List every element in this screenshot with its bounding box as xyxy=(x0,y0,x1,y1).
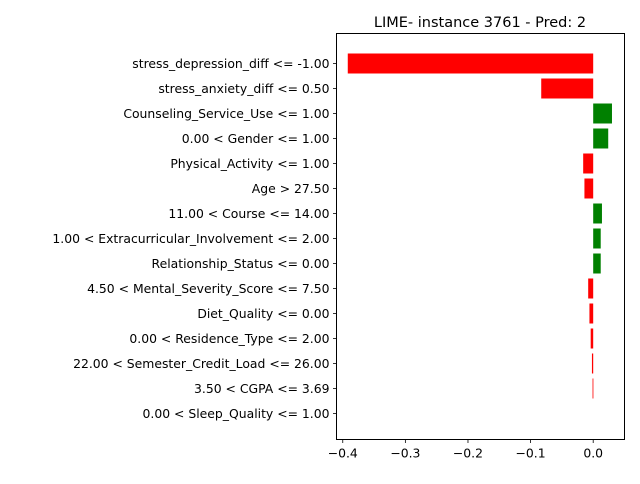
bar-2 xyxy=(593,103,612,124)
bar-5 xyxy=(584,178,594,199)
bar-8 xyxy=(593,253,601,274)
x-tick-label-3: −0.1 xyxy=(516,446,546,461)
chart-title: LIME- instance 3761 - Pred: 2 xyxy=(374,15,586,31)
bar-3 xyxy=(593,128,609,149)
bar-9 xyxy=(588,278,594,299)
y-tick-label-13: 3.50 < CGPA <= 3.69 xyxy=(194,381,330,396)
bar-13 xyxy=(592,378,594,399)
y-tick-label-14: 0.00 < Sleep_Quality <= 1.00 xyxy=(143,406,330,421)
bar-6 xyxy=(593,203,602,224)
y-tick-labels: stress_depression_diff <= -1.00 stress_an… xyxy=(52,56,337,421)
x-ticks: −0.4 −0.3 −0.2 −0.1 0.0 xyxy=(328,439,603,461)
y-tick-label-8: Relationship_Status <= 0.00 xyxy=(152,256,330,271)
bar-7 xyxy=(593,228,601,249)
y-tick-label-3: 0.00 < Gender <= 1.00 xyxy=(182,131,330,146)
x-tick-label-1: −0.3 xyxy=(390,446,420,461)
y-tick-label-12: 22.00 < Semester_Credit_Load <= 26.00 xyxy=(73,356,330,371)
y-tick-label-10: Diet_Quality <= 0.00 xyxy=(197,306,329,321)
y-tick-label-7: 1.00 < Extracurricular_Involvement <= 2.… xyxy=(52,231,329,246)
y-tick-label-9: 4.50 < Mental_Severity_Score <= 7.50 xyxy=(87,281,330,296)
bar-0 xyxy=(347,53,594,74)
bar-4 xyxy=(583,153,594,174)
y-tick-label-1: stress_anxiety_diff <= 0.50 xyxy=(158,81,329,96)
bars-layer xyxy=(347,53,612,399)
bar-12 xyxy=(591,353,594,374)
bar-10 xyxy=(589,303,594,324)
x-tick-label-4: 0.0 xyxy=(583,446,603,461)
plot-frame xyxy=(336,33,625,440)
y-tick-label-6: 11.00 < Course <= 14.00 xyxy=(168,206,329,221)
bar-1 xyxy=(541,78,594,99)
y-tick-label-2: Counseling_Service_Use <= 1.00 xyxy=(123,106,329,121)
y-tick-label-11: 0.00 < Residence_Type <= 2.00 xyxy=(129,331,329,346)
y-tick-label-0: stress_depression_diff <= -1.00 xyxy=(132,56,329,71)
x-tick-label-2: −0.2 xyxy=(453,446,483,461)
y-tick-label-4: Physical_Activity <= 1.00 xyxy=(170,156,329,171)
bar-11 xyxy=(590,328,594,349)
x-tick-label-0: −0.4 xyxy=(328,446,358,461)
y-tick-label-5: Age > 27.50 xyxy=(252,181,330,196)
